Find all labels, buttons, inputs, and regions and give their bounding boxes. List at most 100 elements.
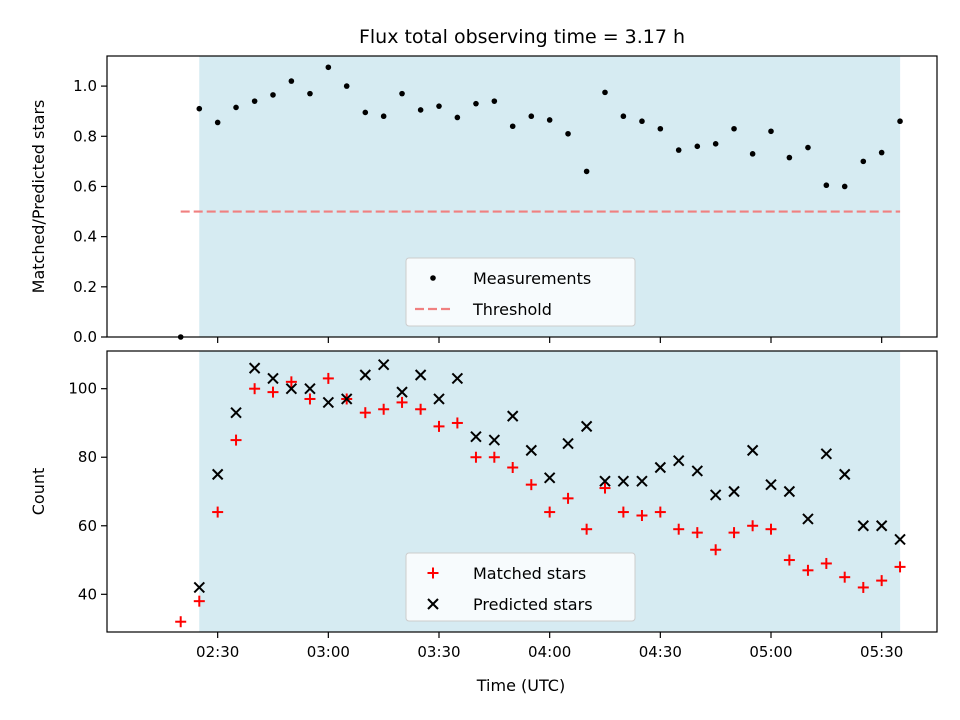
- x-stroke-b: [802, 513, 814, 525]
- measurement-point: [860, 158, 867, 165]
- matched-stars-point: [193, 595, 205, 607]
- matched-stars-point: [636, 509, 648, 521]
- matched-stars-point: [783, 554, 795, 566]
- matched-stars-point: [525, 479, 537, 491]
- x-stroke-b: [636, 475, 648, 487]
- predicted-stars-point: [488, 434, 501, 446]
- x-stroke-b: [506, 410, 519, 422]
- x-stroke-b: [267, 372, 279, 385]
- x-stroke-b: [599, 475, 611, 487]
- measurement-point: [362, 109, 369, 116]
- measurement-point: [565, 130, 571, 137]
- measurement-point: [233, 104, 239, 111]
- matched-stars-point: [673, 523, 685, 535]
- y-tick-label: 60: [78, 517, 97, 535]
- x-stroke-b: [617, 475, 630, 487]
- matched-stars-point: [599, 482, 611, 494]
- x-stroke-b: [340, 393, 353, 405]
- x-stroke-b: [728, 485, 740, 498]
- predicted-stars-point: [802, 513, 814, 525]
- x-stroke-b: [580, 420, 593, 433]
- y-tick-label: 80: [78, 448, 97, 466]
- x-stroke-b: [427, 598, 439, 610]
- matched-stars-point: [433, 420, 445, 432]
- bottom-legend: Matched stars Predicted stars: [405, 552, 636, 622]
- predicted-stars-point: [451, 372, 464, 385]
- predicted-stars-point: [433, 393, 445, 405]
- x-stroke-b: [783, 485, 796, 498]
- x-stroke-b: [470, 430, 482, 443]
- predicted-stars-point: [783, 485, 796, 498]
- predicted-stars-point: [617, 475, 630, 487]
- x-stroke-b: [451, 372, 464, 385]
- matched-stars-point: [728, 527, 740, 539]
- measurement-point: [897, 118, 903, 125]
- measurement-point: [878, 149, 885, 156]
- x-stroke-b: [193, 581, 206, 594]
- measurement-point: [583, 168, 590, 175]
- measurement-point: [509, 123, 516, 130]
- x-stroke-b: [488, 434, 501, 446]
- matched-stars-point: [562, 492, 574, 504]
- x-stroke-b: [230, 406, 242, 419]
- matched-stars-point: [544, 506, 556, 518]
- predicted-stars-point: [470, 430, 482, 443]
- chart-title: Flux total observing time = 3.17 h: [359, 26, 685, 48]
- measurement-point: [380, 113, 387, 120]
- measurement-point: [786, 154, 793, 161]
- matched-stars-point: [285, 376, 297, 388]
- matched-stars-point: [894, 561, 906, 573]
- matched-stars-point: [691, 527, 703, 539]
- predicted-stars-point: [230, 406, 242, 419]
- x-stroke-b: [691, 465, 704, 477]
- y-tick-label: 0.8: [73, 127, 97, 145]
- predicted-stars-point: [765, 478, 777, 491]
- matched-stars-point: [617, 506, 629, 518]
- x-stroke-b: [525, 444, 538, 457]
- measurement-point: [823, 182, 830, 189]
- legend-box: [405, 257, 636, 327]
- matched-stars-point: [857, 581, 869, 593]
- matched-stars-point: [507, 462, 519, 474]
- x-stroke-b: [248, 362, 261, 374]
- matched-stars-point: [304, 393, 316, 405]
- x-stroke-b: [322, 396, 335, 409]
- matched-stars-point: [175, 616, 187, 628]
- measurement-point: [251, 98, 258, 104]
- x-stroke-b: [377, 359, 390, 371]
- measurement-point: [307, 90, 313, 97]
- matched-stars-point: [654, 506, 666, 518]
- x-stroke-b: [672, 454, 685, 467]
- x-stroke-b: [562, 437, 574, 450]
- measurement-point: [620, 113, 627, 120]
- matched-stars-point: [322, 372, 334, 384]
- predicted-stars-point: [654, 461, 667, 474]
- predicted-stars-point: [340, 393, 353, 405]
- x-tick-label: 05:30: [860, 643, 903, 661]
- measurement-point: [841, 183, 848, 190]
- measurement-point: [325, 64, 332, 71]
- predicted-stars-point: [894, 533, 906, 546]
- predicted-stars-point: [599, 475, 611, 487]
- predicted-stars-point: [359, 369, 372, 381]
- matched-stars-point: [378, 403, 390, 415]
- measurement-point: [731, 125, 737, 132]
- bottom-axes-frame: [106, 350, 938, 633]
- x-stroke-b: [875, 520, 888, 532]
- predicted-stars-point: [857, 520, 870, 532]
- legend-predicted-marker: [427, 598, 439, 610]
- matched-stars-point: [802, 564, 814, 576]
- y-tick-label: 40: [78, 585, 97, 603]
- predicted-stars-point: [377, 359, 390, 371]
- y-tick-label: 100: [68, 380, 97, 398]
- predicted-stars-point: [636, 475, 648, 487]
- measurement-point: [343, 83, 350, 89]
- matched-stars-point: [488, 451, 500, 463]
- legend-label: Measurements: [473, 269, 591, 288]
- measurement-point: [436, 103, 442, 109]
- x-stroke-b: [359, 369, 372, 381]
- x-stroke-b: [765, 478, 777, 491]
- matched-stars-point: [747, 520, 759, 532]
- matched-stars-point: [581, 523, 593, 535]
